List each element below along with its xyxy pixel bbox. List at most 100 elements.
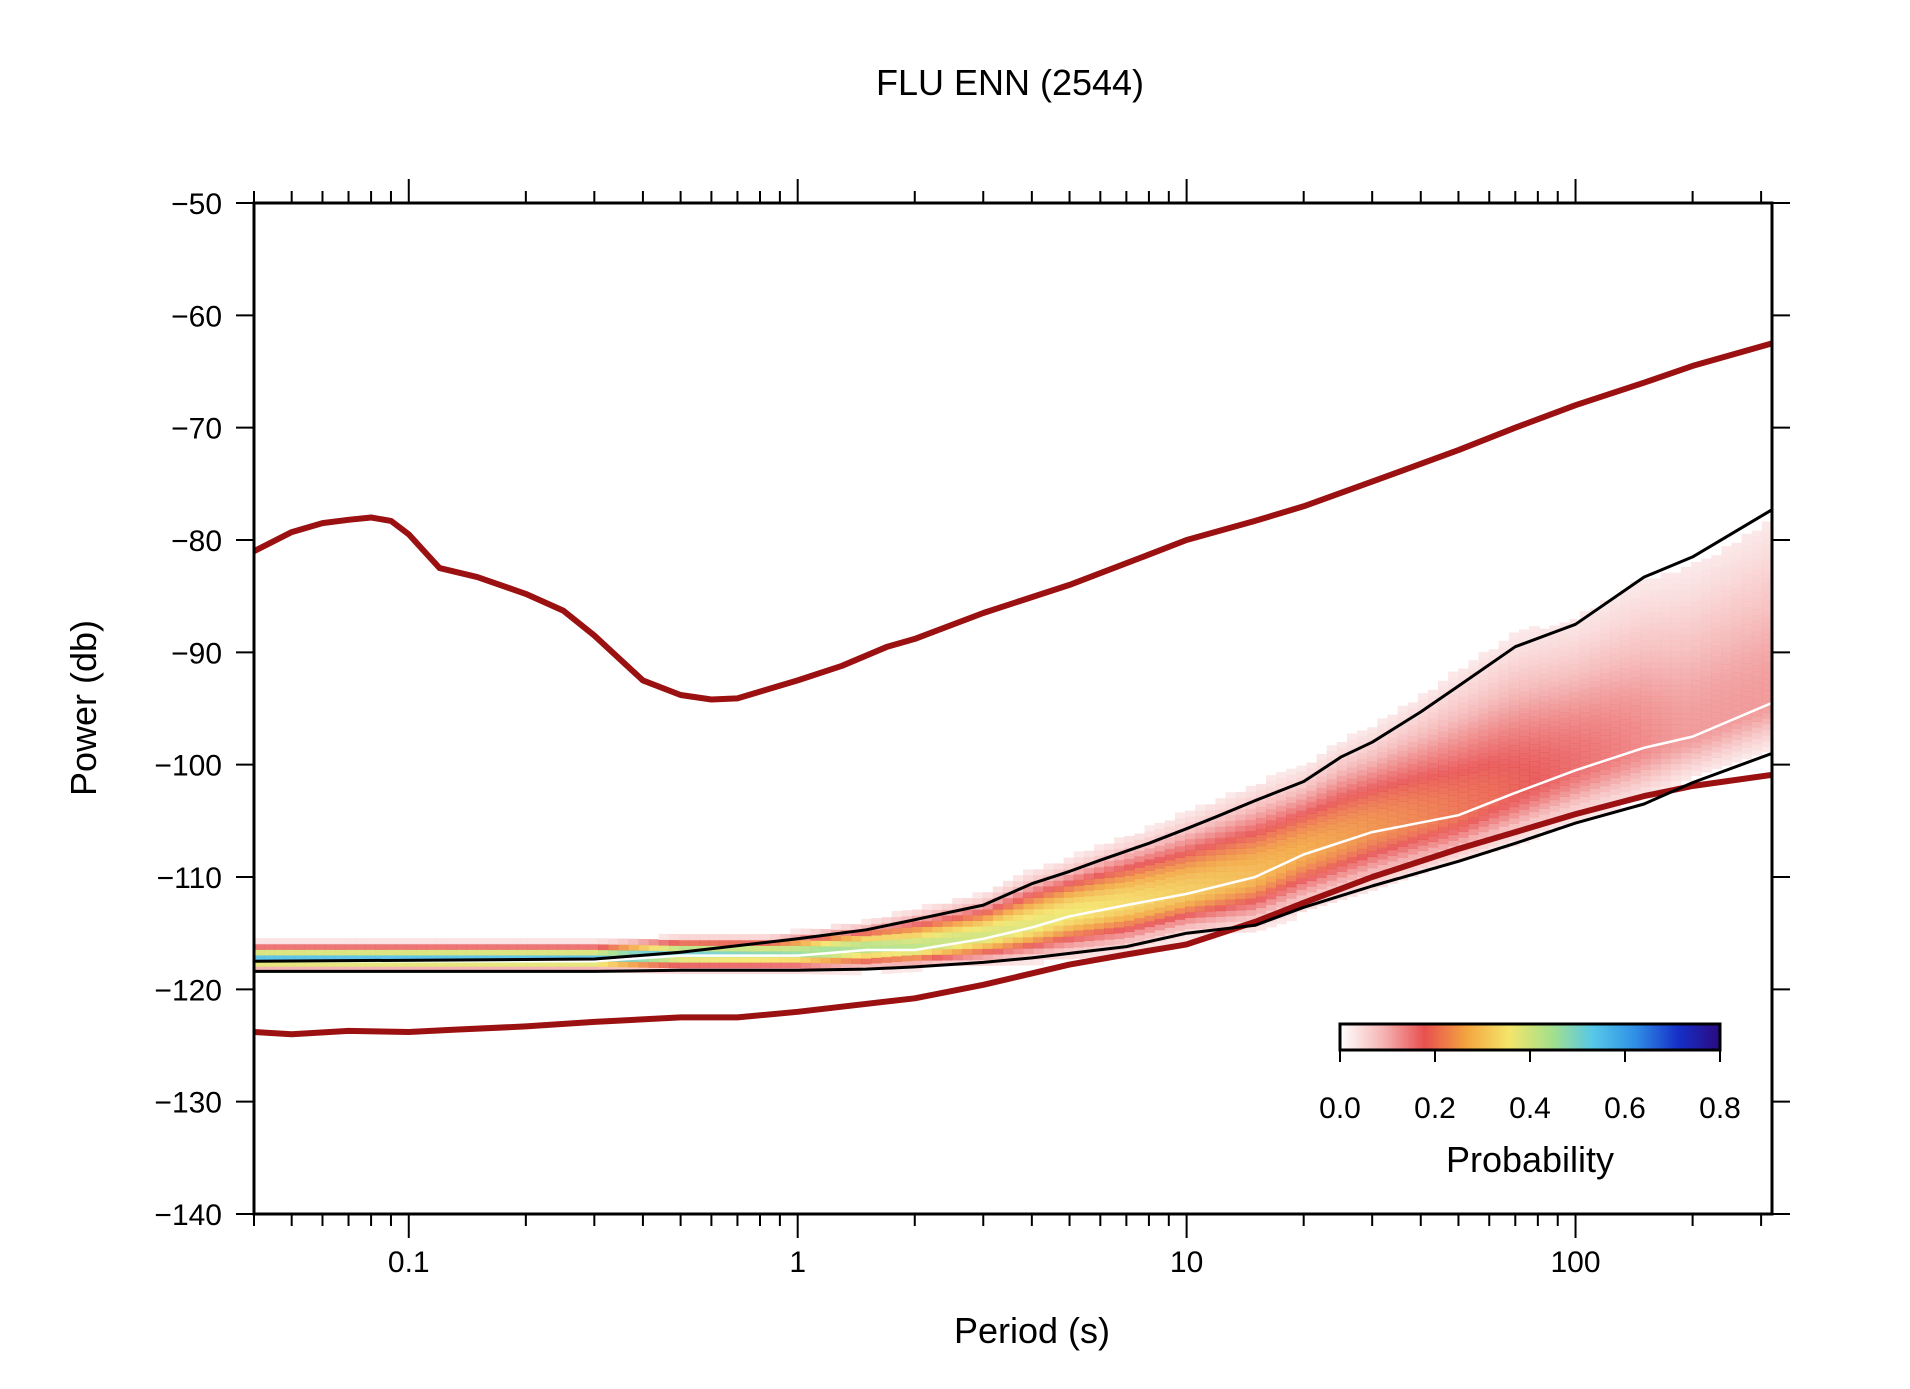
heatmap-cell — [1468, 766, 1480, 774]
heatmap-cell — [1185, 906, 1196, 913]
heatmap-cell — [1751, 704, 1763, 711]
heatmap-cell — [1438, 787, 1449, 794]
heatmap-cell — [861, 918, 872, 925]
heatmap-cell — [1620, 589, 1631, 596]
heatmap-cell — [446, 955, 457, 962]
heatmap-cell — [598, 943, 609, 951]
heatmap-cell — [1640, 696, 1652, 703]
heatmap-cell — [1701, 637, 1712, 644]
heatmap-cell — [790, 950, 802, 958]
heatmap-cell — [1701, 642, 1712, 649]
heatmap-cell — [1488, 699, 1500, 706]
heatmap-cell — [1508, 671, 1520, 678]
heatmap-cell — [1579, 757, 1591, 764]
heatmap-cell — [1438, 714, 1449, 721]
heatmap-cell — [588, 949, 599, 956]
heatmap-cell — [567, 938, 579, 945]
heatmap-cell — [1174, 924, 1186, 931]
heatmap-cell — [1741, 747, 1753, 754]
heatmap-cell — [1539, 802, 1550, 809]
heatmap-cell — [1589, 709, 1601, 716]
heatmap-cell — [1508, 834, 1520, 841]
heatmap-cell — [1701, 614, 1712, 621]
heatmap-cell — [1448, 711, 1459, 718]
heatmap-cell — [891, 967, 903, 974]
heatmap-cell — [1630, 660, 1641, 667]
heatmap-cell — [1407, 854, 1419, 861]
heatmap-cell — [1458, 685, 1469, 692]
heatmap-cell — [1569, 697, 1581, 704]
heatmap-cell — [335, 938, 346, 945]
heatmap-cell — [1073, 868, 1085, 875]
heatmap-cell — [820, 945, 832, 953]
heatmap-cell — [1691, 736, 1702, 743]
heatmap-cell — [1488, 778, 1500, 785]
heatmap-cell — [1589, 720, 1601, 727]
heatmap-cell — [1539, 814, 1550, 821]
heatmap-cell — [992, 903, 1004, 910]
heatmap-cell — [1276, 777, 1287, 784]
heatmap-cell — [1731, 599, 1743, 606]
heatmap-cell — [1761, 706, 1772, 713]
heatmap-cell — [1296, 883, 1308, 890]
heatmap-cell — [1367, 850, 1378, 858]
heatmap-cell — [1620, 685, 1631, 692]
heatmap-cell — [1215, 815, 1227, 822]
heatmap-cell — [385, 966, 397, 973]
heatmap-cell — [729, 962, 741, 969]
heatmap-cell — [1053, 869, 1065, 876]
heatmap-cell — [1701, 721, 1712, 728]
heatmap-cell — [1002, 942, 1014, 949]
heatmap-cell — [962, 914, 974, 921]
heatmap-cell — [1761, 555, 1772, 562]
heatmap-cell — [729, 945, 741, 952]
heatmap-cell — [1650, 595, 1662, 602]
heatmap-cell — [1559, 785, 1571, 792]
heatmap-cell — [1711, 555, 1722, 562]
heatmap-cell — [679, 956, 690, 963]
heatmap-cell — [1296, 776, 1308, 783]
heatmap-cell — [952, 914, 963, 922]
heatmap-cell — [1519, 797, 1530, 805]
heatmap-cell — [1630, 766, 1641, 773]
heatmap-cell — [1761, 617, 1772, 624]
heatmap-cell — [1397, 739, 1409, 746]
heatmap-cell — [1104, 950, 1115, 957]
heatmap-cell — [1751, 620, 1763, 627]
heatmap-cell — [1600, 763, 1611, 770]
heatmap-cell — [1670, 741, 1682, 748]
heatmap-cell — [1589, 703, 1601, 711]
heatmap-cell — [911, 920, 923, 927]
heatmap-cell — [1620, 735, 1631, 742]
heatmap-cell — [891, 916, 903, 923]
heatmap-cell — [1630, 598, 1641, 605]
heatmap-cell — [1114, 904, 1125, 911]
heatmap-cell — [1235, 797, 1247, 804]
heatmap-cell — [1114, 837, 1125, 844]
heatmap-cell — [1721, 726, 1733, 733]
heatmap-cell — [1559, 633, 1571, 640]
heatmap-cell — [628, 961, 640, 968]
heatmap-cell — [1559, 661, 1571, 668]
heatmap-cell — [1417, 850, 1429, 857]
heatmap-cell — [1134, 901, 1146, 908]
heatmap-cell — [1407, 837, 1419, 844]
heatmap-cell — [1438, 742, 1449, 749]
heatmap-cell — [830, 923, 842, 930]
heatmap-cell — [1731, 683, 1743, 690]
heatmap-cell — [1306, 858, 1318, 865]
heatmap-cell — [1407, 719, 1419, 726]
heatmap-cell — [658, 961, 670, 968]
heatmap-cell — [1205, 894, 1216, 901]
heatmap-cell — [375, 938, 387, 945]
heatmap-cell — [1498, 736, 1510, 743]
heatmap-cell — [1266, 848, 1277, 855]
heatmap-cell — [1691, 612, 1702, 619]
heatmap-cell — [1620, 752, 1631, 759]
heatmap-cell — [1579, 650, 1591, 657]
heatmap-cell — [1094, 934, 1105, 941]
heatmap-cell — [254, 966, 265, 973]
heatmap-cell — [952, 926, 963, 933]
heatmap-cell — [1114, 876, 1125, 883]
heatmap-cell — [982, 909, 994, 916]
